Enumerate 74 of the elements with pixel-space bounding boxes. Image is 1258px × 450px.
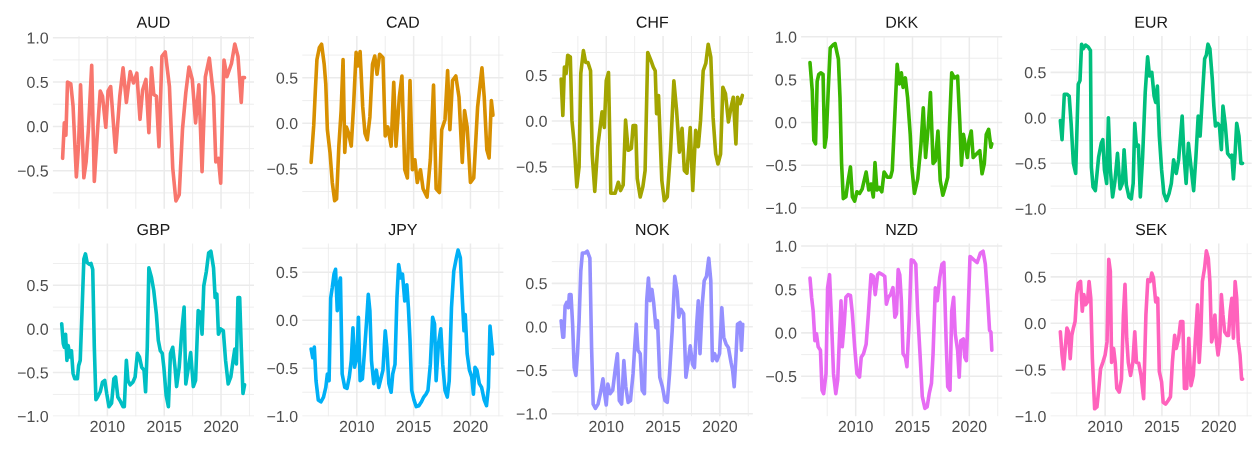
y-tick-label: −1.0	[17, 410, 49, 423]
y-tick-label: 0.0	[1024, 317, 1046, 330]
x-tick-label: 2020	[453, 420, 488, 433]
chart-title: SEK	[1135, 223, 1167, 236]
chart-title: GBP	[137, 223, 170, 236]
chart-title: EUR	[1135, 16, 1168, 28]
line-series	[808, 41, 994, 203]
chart-title: DKK	[886, 16, 918, 28]
y-tick-label: 0.5	[525, 69, 547, 82]
x-tick-label: 2020	[702, 420, 738, 433]
x-tick-label: 2015	[147, 420, 182, 433]
x-tick-label: 2010	[90, 420, 125, 433]
y-tick-label: −1.0	[516, 408, 547, 420]
x-tick-label: 2020	[952, 420, 987, 433]
y-tick-label: −0.5	[267, 362, 298, 375]
y-tick-label: 0.5	[775, 284, 797, 296]
x-tick-label: 2020	[204, 420, 239, 433]
y-tick-label: 0.5	[276, 72, 298, 84]
x-tick-label: 2010	[589, 420, 624, 433]
x-tick-label: 2015	[646, 420, 681, 433]
line-series	[808, 249, 994, 411]
y-tick-label: −0.5	[766, 159, 797, 172]
y-tick-label: 0.5	[276, 266, 298, 279]
y-tick-label: 0.0	[525, 321, 547, 333]
y-tick-label: −0.5	[1015, 157, 1046, 170]
x-tick-label: 2010	[838, 420, 873, 433]
chart-title: NOK	[636, 223, 670, 236]
y-tick-label: 1.0	[27, 32, 49, 44]
y-tick-label: 0.5	[525, 278, 547, 290]
chart-title: CHF	[636, 16, 669, 28]
y-tick-label: 0.5	[1024, 67, 1046, 79]
line-series	[59, 249, 247, 409]
y-tick-label: −0.5	[17, 165, 48, 177]
x-tick-label: 2015	[396, 420, 431, 433]
y-tick-label: −0.5	[17, 367, 48, 379]
chart-title: CAD	[386, 16, 419, 28]
y-tick-label: 1.0	[775, 240, 797, 252]
y-tick-label: −0.5	[516, 364, 547, 377]
chart-title: JPY	[388, 224, 418, 236]
y-tick-label: 0.0	[525, 115, 547, 127]
y-tick-label: 0.0	[27, 121, 49, 133]
x-tick-label: 2020	[1201, 420, 1236, 433]
y-tick-label: 0.0	[27, 323, 49, 335]
line-series	[559, 42, 745, 203]
x-tick-label: 2015	[895, 420, 930, 433]
line-series	[1058, 249, 1245, 411]
line-series	[309, 42, 495, 203]
y-tick-label: −1.0	[267, 410, 298, 423]
y-tick-label: 0.5	[27, 76, 48, 89]
y-tick-label: 0.5	[775, 74, 797, 86]
y-tick-label: 0.0	[276, 314, 298, 327]
chart-title: NZD	[886, 224, 918, 236]
chart-title: AUD	[136, 16, 170, 28]
y-tick-label: −1.0	[1015, 203, 1046, 215]
y-tick-label: −0.5	[766, 370, 797, 383]
y-tick-label: −0.5	[516, 161, 547, 173]
y-tick-label: −1.0	[1015, 410, 1046, 423]
line-series	[309, 248, 495, 409]
x-tick-label: 2015	[1144, 420, 1180, 433]
y-tick-label: 1.0	[775, 31, 797, 43]
line-series	[60, 42, 247, 203]
line-series	[559, 249, 745, 411]
y-tick-label: −0.5	[267, 163, 298, 175]
y-tick-label: 0.5	[1024, 271, 1046, 283]
y-tick-label: 0.0	[276, 117, 298, 130]
y-tick-label: −1.0	[766, 202, 797, 214]
x-tick-label: 2010	[339, 420, 374, 433]
y-tick-label: 0.0	[1024, 112, 1046, 124]
y-tick-label: 0.0	[775, 327, 797, 339]
y-tick-label: 0.5	[27, 279, 48, 292]
x-tick-label: 2010	[1088, 420, 1123, 433]
y-tick-label: −0.5	[1015, 364, 1046, 376]
line-series	[1058, 42, 1245, 203]
y-tick-label: 0.0	[775, 117, 797, 129]
